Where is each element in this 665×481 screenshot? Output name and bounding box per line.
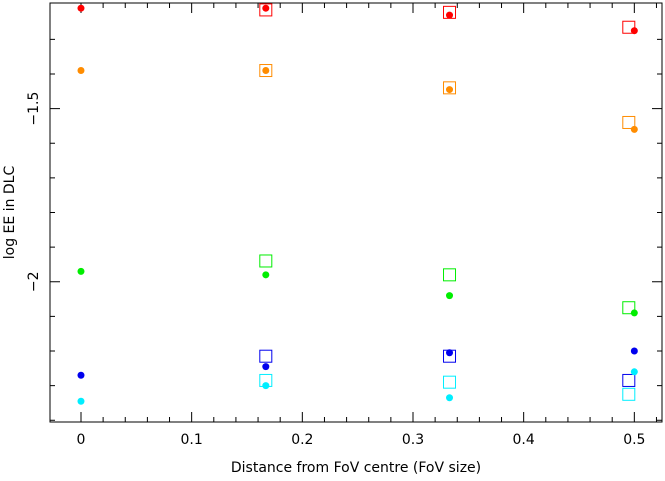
data-point-circle [446,86,454,94]
data-point-circle [630,347,638,355]
plot-frame [49,2,663,423]
x-tick-label: 0.5 [623,432,645,448]
data-point-square [622,115,636,129]
x-tick-label: 0.3 [402,432,424,448]
data-point-circle [446,11,454,19]
data-point-square [443,375,457,389]
data-point-square [443,268,457,282]
data-point-square [259,254,273,268]
axis-tick-labels: 0 0.1 0.2 0.3 0.4 0.5 −1.5 −2 [26,92,645,448]
x-tick-label: 0.4 [513,432,535,448]
data-point-square [259,64,273,78]
data-point-circle [77,397,85,405]
data-point-circle [446,394,454,402]
data-point-circle [262,382,270,390]
x-tick-label: 0.2 [291,432,313,448]
x-axis-label: Distance from FoV centre (FoV size) [231,460,481,476]
data-point-circle [262,4,270,12]
data-point-square [622,301,636,315]
axis-ticks [50,3,662,422]
data-point-circle [77,67,85,75]
data-point-circle [262,363,270,371]
data-point-circle [262,271,270,279]
data-point-circle [77,4,85,12]
data-point-circle [630,125,638,133]
data-point-circle [630,368,638,376]
data-point-circle [630,309,638,317]
data-point-square [259,349,273,363]
data-point-square [622,373,636,387]
x-tick-label: 0 [77,432,86,448]
data-point-circle [446,349,454,357]
data-point-circle [77,371,85,379]
data-point-square [259,3,273,17]
data-point-circle [77,267,85,275]
y-tick-label: −2 [26,271,42,292]
data-point-square [622,387,636,401]
y-tick-label: −1.5 [26,92,42,126]
data-points [77,3,638,405]
y-axis-label: log EE in DLC [2,166,18,260]
plot-frame-group [49,2,663,423]
data-point-circle [446,292,454,300]
data-point-circle [262,67,270,75]
data-point-circle [630,27,638,35]
data-point-square [443,81,457,95]
x-tick-label: 0.1 [181,432,203,448]
